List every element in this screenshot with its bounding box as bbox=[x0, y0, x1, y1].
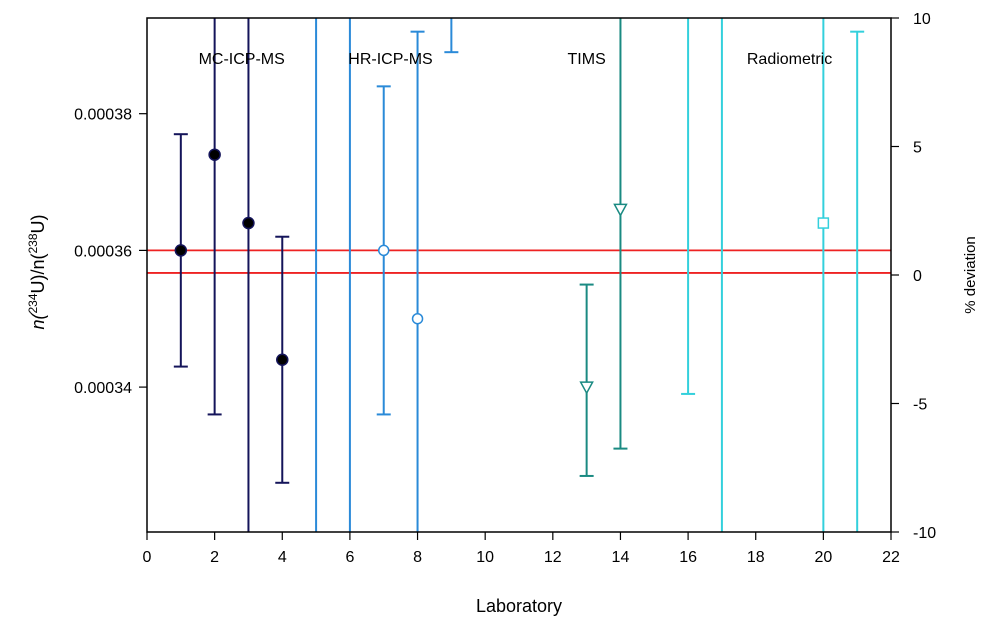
data-point bbox=[579, 381, 594, 395]
x-tick-label: 0 bbox=[143, 549, 152, 566]
x-tick-label: 4 bbox=[278, 549, 287, 566]
data-point bbox=[613, 203, 628, 217]
x-axis-title: Laboratory bbox=[476, 596, 562, 616]
x-tick-label: 12 bbox=[544, 549, 562, 566]
series-radiometric bbox=[681, 18, 865, 532]
group-label: TIMS bbox=[568, 51, 606, 68]
data-point bbox=[208, 148, 221, 161]
data-point bbox=[174, 244, 188, 257]
y2-axis-title: % deviation bbox=[962, 236, 979, 314]
series-mc-icp-ms bbox=[173, 18, 290, 532]
x-tick-label: 20 bbox=[814, 549, 832, 566]
data-point bbox=[242, 216, 255, 230]
y-tick-label: 0.00036 bbox=[74, 243, 132, 260]
y-tick-label: 0.00034 bbox=[74, 380, 132, 397]
y-tick-label: 0.00038 bbox=[74, 107, 132, 124]
y2-tick-label: 0 bbox=[913, 268, 922, 285]
data-series bbox=[173, 18, 865, 532]
y2-tick-label: -5 bbox=[913, 397, 927, 414]
x-tick-label: 16 bbox=[679, 549, 697, 566]
y2-tick-label: 10 bbox=[913, 11, 931, 28]
x-tick-label: 14 bbox=[612, 549, 630, 566]
y2-tick-label: -10 bbox=[913, 525, 936, 542]
x-tick-label: 22 bbox=[882, 549, 900, 566]
x-axis: 0 2 4 6 8 10 12 14 16 18 20 22 bbox=[143, 532, 900, 566]
data-point bbox=[276, 353, 289, 367]
group-label: Radiometric bbox=[747, 51, 832, 68]
x-tick-label: 18 bbox=[747, 549, 765, 566]
y-axis-left: 0.00034 0.00036 0.00038 bbox=[74, 107, 147, 397]
x-tick-label: 6 bbox=[345, 549, 354, 566]
data-point bbox=[377, 244, 390, 257]
x-tick-label: 10 bbox=[476, 549, 494, 566]
y-axis-title: n(234U)/n(238U) bbox=[26, 214, 48, 329]
y-axis-right: -10 -5 0 5 10 bbox=[891, 11, 936, 542]
series-tims bbox=[579, 18, 628, 477]
group-label: MC-ICP-MS bbox=[199, 51, 285, 68]
data-point bbox=[411, 312, 424, 325]
plot-background bbox=[147, 18, 891, 532]
group-label: HR-ICP-MS bbox=[348, 51, 432, 68]
group-labels: MC-ICP-MS HR-ICP-MS TIMS Radiometric bbox=[199, 51, 833, 68]
y2-tick-label: 5 bbox=[913, 140, 922, 157]
x-tick-label: 8 bbox=[413, 549, 422, 566]
x-tick-label: 2 bbox=[210, 549, 219, 566]
reference-lines bbox=[147, 249, 891, 274]
data-point bbox=[817, 217, 830, 229]
series-hr-icp-ms bbox=[315, 18, 459, 532]
